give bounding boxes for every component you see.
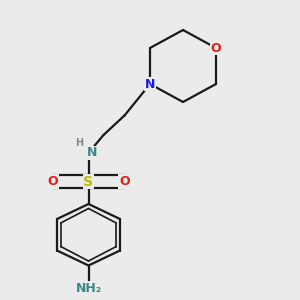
Text: S: S <box>83 175 94 188</box>
Text: H: H <box>75 137 83 148</box>
Text: O: O <box>47 175 58 188</box>
Text: NH₂: NH₂ <box>75 281 102 295</box>
Text: O: O <box>119 175 130 188</box>
Text: O: O <box>211 41 221 55</box>
Text: N: N <box>87 146 97 160</box>
Text: N: N <box>145 77 155 91</box>
